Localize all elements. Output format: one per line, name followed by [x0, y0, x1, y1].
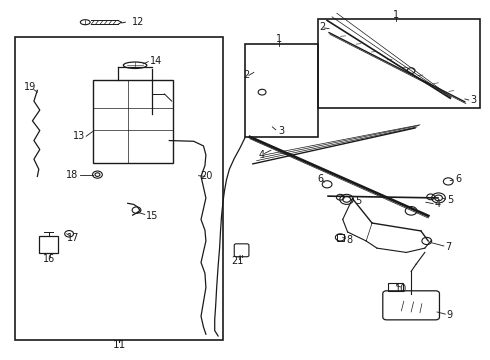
Text: 17: 17 — [67, 233, 79, 243]
Text: 2: 2 — [243, 70, 249, 80]
Text: 4: 4 — [259, 150, 265, 160]
Text: 13: 13 — [73, 131, 85, 141]
Text: 19: 19 — [24, 82, 36, 93]
Text: 5: 5 — [447, 195, 453, 205]
Text: 12: 12 — [132, 17, 144, 27]
Text: 8: 8 — [346, 234, 353, 244]
Text: 3: 3 — [278, 126, 284, 135]
Text: 4: 4 — [435, 199, 441, 210]
Bar — [15, 37, 223, 339]
Text: 6: 6 — [318, 174, 324, 184]
Text: 5: 5 — [355, 196, 362, 206]
Text: 1: 1 — [276, 34, 282, 44]
Text: 16: 16 — [44, 254, 56, 264]
Bar — [245, 44, 318, 137]
Bar — [318, 19, 480, 108]
Text: 2: 2 — [319, 22, 325, 32]
Bar — [39, 236, 58, 253]
Text: 18: 18 — [66, 170, 78, 180]
Text: 14: 14 — [150, 56, 162, 66]
Bar — [388, 283, 403, 291]
Text: 9: 9 — [447, 310, 453, 320]
Text: 20: 20 — [200, 171, 213, 181]
Text: 7: 7 — [445, 242, 452, 252]
Text: 3: 3 — [471, 95, 477, 105]
Text: 21: 21 — [231, 256, 244, 266]
Text: 10: 10 — [395, 284, 408, 294]
Text: 15: 15 — [147, 211, 159, 221]
Bar — [337, 234, 343, 240]
Text: 1: 1 — [393, 10, 399, 20]
Text: 6: 6 — [455, 174, 461, 184]
Bar — [93, 80, 173, 163]
Text: 11: 11 — [112, 340, 125, 350]
